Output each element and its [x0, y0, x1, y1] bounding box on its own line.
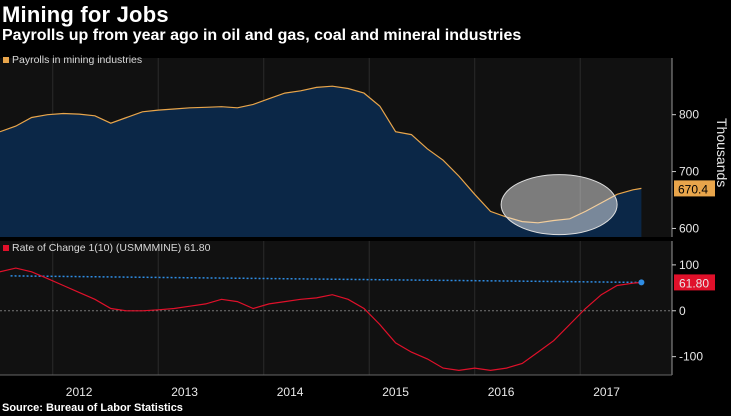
bottom-panel-background: [0, 241, 672, 375]
roc-end-marker: [638, 279, 645, 286]
chart-subtitle: Payrolls up from year ago in oil and gas…: [2, 27, 522, 44]
x-tick-label-0: 2012: [66, 385, 93, 399]
x-tick-label-4: 2016: [488, 385, 515, 399]
payroll-last-value-badge: [674, 180, 715, 197]
payroll-line: [0, 85, 642, 224]
top-y-tick-label-2: 600: [679, 221, 699, 235]
x-tick-label-2: 2014: [277, 385, 304, 399]
roc-last-value-badge: [674, 274, 715, 291]
top-y-axis-title: Thousands: [714, 118, 730, 187]
bottom-y-tick-label-0: 100: [679, 258, 699, 272]
roc-line: [0, 267, 642, 372]
highlight-ellipse: [500, 174, 618, 236]
x-tick-label-1: 2013: [171, 385, 198, 399]
payroll-area: [0, 86, 642, 237]
chart-title: Mining for Jobs: [2, 2, 169, 27]
roc-legend-swatch: [3, 245, 9, 251]
source-note: Source: Bureau of Labor Statistics: [2, 402, 183, 414]
payroll-last-value-label: 670.4: [678, 182, 708, 196]
roc-last-value-label: 61.80: [679, 276, 709, 290]
bottom-y-tick-label-1: 0: [679, 304, 686, 318]
bottom-y-tick-label-2: -100: [679, 350, 703, 364]
top-y-tick-label-1: 700: [679, 165, 699, 179]
payroll-legend-label: Payrolls in mining industries: [12, 54, 142, 66]
roc-reference-line: [10, 275, 642, 284]
payroll-legend-swatch: [3, 57, 9, 63]
roc-legend-label: Rate of Change 1(10) (USMMMINE) 61.80: [12, 242, 211, 254]
x-tick-label-5: 2017: [593, 385, 620, 399]
x-tick-label-3: 2015: [382, 385, 409, 399]
top-y-tick-label-0: 800: [679, 108, 699, 122]
